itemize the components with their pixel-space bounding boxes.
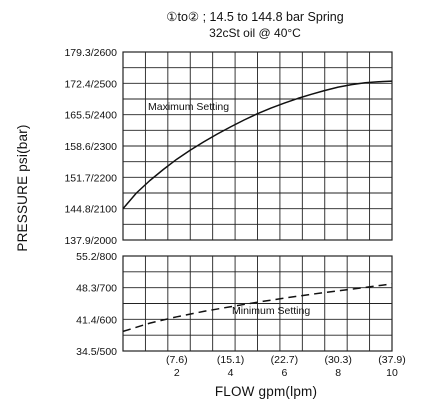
- x-tick-label-gpm: 4: [228, 367, 234, 379]
- x-tick-label-lpm: (7.6): [166, 354, 188, 366]
- y-tick-label: 48.3/700: [76, 283, 117, 295]
- x-tick-label-gpm: 2: [174, 367, 180, 379]
- y-tick-label: 158.6/2300: [64, 141, 117, 153]
- y-tick-labels: 137.9/2000 144.8/2100 151.7/2200 158.6/2300…: [64, 47, 117, 358]
- x-tick-labels: (7.6)2 (15.1)4 (22.7)6 (30.3)8 (37.9)10: [166, 354, 406, 379]
- series-layer: [122, 80, 393, 333]
- annotations: Maximum Setting Minimum Setting: [148, 101, 310, 317]
- x-tick-label-lpm: (37.9): [378, 354, 405, 366]
- minimum-setting-label: Minimum Setting: [232, 305, 310, 317]
- chart-title-line1: ①to② ; 14.5 to 144.8 bar Spring: [166, 10, 343, 24]
- y-axis-label: PRESSURE psi(bar): [15, 124, 30, 251]
- y-tick-label: 165.5/2400: [64, 110, 117, 122]
- x-tick-label-gpm: 8: [335, 367, 341, 379]
- y-tick-label: 41.4/600: [76, 314, 117, 326]
- maximum-setting-label: Maximum Setting: [148, 101, 229, 113]
- x-tick-label-lpm: (15.1): [217, 354, 244, 366]
- y-tick-label: 179.3/2600: [64, 47, 117, 59]
- y-tick-label: 55.2/800: [76, 251, 117, 263]
- x-tick-label-gpm: 6: [281, 367, 287, 379]
- y-tick-label: 144.8/2100: [64, 204, 117, 216]
- y-tick-label: 151.7/2200: [64, 172, 117, 184]
- y-tick-label: 172.4/2500: [64, 78, 117, 90]
- x-tick-label-lpm: (22.7): [271, 354, 298, 366]
- x-tick-label-lpm: (30.3): [324, 354, 351, 366]
- y-tick-label: 34.5/500: [76, 346, 117, 358]
- minimum-setting-line: [122, 283, 393, 333]
- x-tick-label-gpm: 10: [386, 367, 398, 379]
- maximum-setting-line: [122, 80, 393, 210]
- chart-title-line2: 32cSt oil @ 40°C: [209, 26, 301, 40]
- y-tick-label: 137.9/2000: [64, 235, 117, 247]
- x-axis-label: FLOW gpm(lpm): [215, 384, 317, 399]
